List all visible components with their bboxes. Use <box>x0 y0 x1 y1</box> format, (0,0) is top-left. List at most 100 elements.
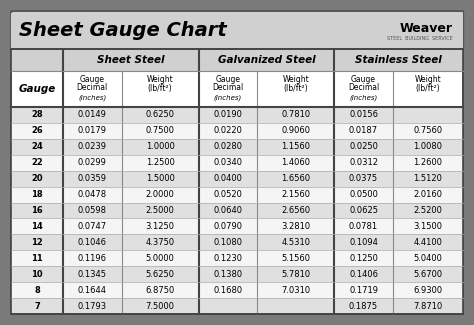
Text: STEEL  BUILDING  SERVICE: STEEL BUILDING SERVICE <box>387 35 453 41</box>
Text: Gauge: Gauge <box>80 74 105 84</box>
Text: 14: 14 <box>31 222 43 231</box>
Text: 0.1875: 0.1875 <box>349 302 378 311</box>
Text: 1.4060: 1.4060 <box>281 158 310 167</box>
Text: 1.1560: 1.1560 <box>281 142 310 151</box>
Text: 0.0478: 0.0478 <box>78 190 107 199</box>
Text: 0.0790: 0.0790 <box>213 222 243 231</box>
Text: 0.1250: 0.1250 <box>349 254 378 263</box>
Bar <box>11 266 463 282</box>
Text: 24: 24 <box>31 142 43 151</box>
Text: 0.0781: 0.0781 <box>349 222 378 231</box>
Text: 0.1345: 0.1345 <box>78 270 107 279</box>
Text: 0.0179: 0.0179 <box>78 126 107 136</box>
Text: 0.7500: 0.7500 <box>146 126 174 136</box>
Text: 0.1793: 0.1793 <box>78 302 107 311</box>
Text: 26: 26 <box>31 126 43 136</box>
Text: 0.0190: 0.0190 <box>213 111 242 120</box>
Text: (lb/ft²): (lb/ft²) <box>283 84 308 93</box>
Text: 1.2500: 1.2500 <box>146 158 174 167</box>
Text: 5.6700: 5.6700 <box>413 270 443 279</box>
Text: 20: 20 <box>31 174 43 183</box>
Text: 7.0310: 7.0310 <box>281 286 310 295</box>
Text: 0.6250: 0.6250 <box>146 111 174 120</box>
Text: 0.9060: 0.9060 <box>281 126 310 136</box>
Text: 0.1719: 0.1719 <box>349 286 378 295</box>
Text: 0.1406: 0.1406 <box>349 270 378 279</box>
Text: 22: 22 <box>31 158 43 167</box>
Text: 6.8750: 6.8750 <box>146 286 175 295</box>
Text: 0.0312: 0.0312 <box>349 158 378 167</box>
Text: 0.7560: 0.7560 <box>413 126 443 136</box>
Text: 4.4100: 4.4100 <box>413 238 442 247</box>
Text: 16: 16 <box>31 206 43 215</box>
Bar <box>11 155 463 171</box>
Text: 4.3750: 4.3750 <box>146 238 175 247</box>
Text: 5.7810: 5.7810 <box>281 270 310 279</box>
Bar <box>11 234 463 250</box>
Text: 5.0400: 5.0400 <box>413 254 442 263</box>
Text: 18: 18 <box>31 190 43 199</box>
Text: 28: 28 <box>31 111 43 120</box>
Text: 7.8710: 7.8710 <box>413 302 443 311</box>
Text: 0.0239: 0.0239 <box>78 142 107 151</box>
Text: (inches): (inches) <box>349 95 378 101</box>
Text: 2.5000: 2.5000 <box>146 206 174 215</box>
Bar <box>11 49 463 314</box>
Bar <box>11 187 463 202</box>
Text: 0.0598: 0.0598 <box>78 206 107 215</box>
Text: 12: 12 <box>31 238 43 247</box>
Text: 1.5120: 1.5120 <box>413 174 442 183</box>
Text: 7.5000: 7.5000 <box>146 302 174 311</box>
Text: Gauge: Gauge <box>351 74 376 84</box>
Bar <box>11 139 463 155</box>
Text: 2.6560: 2.6560 <box>281 206 310 215</box>
Text: 0.1196: 0.1196 <box>78 254 107 263</box>
Text: 5.1560: 5.1560 <box>281 254 310 263</box>
Text: 0.0520: 0.0520 <box>213 190 242 199</box>
Text: Weight: Weight <box>147 74 173 84</box>
Text: Gauge: Gauge <box>18 84 55 94</box>
Text: 0.0299: 0.0299 <box>78 158 107 167</box>
Text: 0.1080: 0.1080 <box>213 238 243 247</box>
Text: Gauge: Gauge <box>216 74 240 84</box>
Bar <box>11 171 463 187</box>
Text: 0.1680: 0.1680 <box>213 286 243 295</box>
Text: 6.9300: 6.9300 <box>413 286 443 295</box>
Text: 2.1560: 2.1560 <box>281 190 310 199</box>
Text: 0.1380: 0.1380 <box>213 270 243 279</box>
Text: 0.0187: 0.0187 <box>349 126 378 136</box>
Text: Sheet Steel: Sheet Steel <box>97 55 164 65</box>
Text: 4.5310: 4.5310 <box>281 238 310 247</box>
Text: 1.5000: 1.5000 <box>146 174 174 183</box>
Text: 0.0640: 0.0640 <box>213 206 243 215</box>
Text: 0.0250: 0.0250 <box>349 142 378 151</box>
Text: 10: 10 <box>31 270 43 279</box>
Text: Galvanized Steel: Galvanized Steel <box>218 55 315 65</box>
Text: 0.0340: 0.0340 <box>213 158 243 167</box>
Text: 8: 8 <box>34 286 40 295</box>
Text: Weaver: Weaver <box>400 21 453 34</box>
Text: 0.0156: 0.0156 <box>349 111 378 120</box>
Text: 2.0160: 2.0160 <box>413 190 442 199</box>
Text: 0.0359: 0.0359 <box>78 174 107 183</box>
Text: 1.0000: 1.0000 <box>146 142 174 151</box>
Text: 0.1644: 0.1644 <box>78 286 107 295</box>
Bar <box>11 202 463 218</box>
Text: Weight: Weight <box>283 74 309 84</box>
Bar <box>11 250 463 266</box>
Text: 0.1094: 0.1094 <box>349 238 378 247</box>
Text: 0.0625: 0.0625 <box>349 206 378 215</box>
Bar <box>11 123 463 139</box>
Text: 1.6560: 1.6560 <box>281 174 310 183</box>
Text: Sheet Gauge Chart: Sheet Gauge Chart <box>19 20 227 40</box>
Bar <box>11 282 463 298</box>
Text: Stainless Steel: Stainless Steel <box>355 55 442 65</box>
Text: 0.1230: 0.1230 <box>213 254 243 263</box>
Text: (inches): (inches) <box>214 95 242 101</box>
Text: 0.0149: 0.0149 <box>78 111 107 120</box>
Text: 0.1046: 0.1046 <box>78 238 107 247</box>
Bar <box>11 298 463 314</box>
Bar <box>11 107 463 123</box>
Text: 0.0375: 0.0375 <box>349 174 378 183</box>
Text: 2.5200: 2.5200 <box>413 206 442 215</box>
